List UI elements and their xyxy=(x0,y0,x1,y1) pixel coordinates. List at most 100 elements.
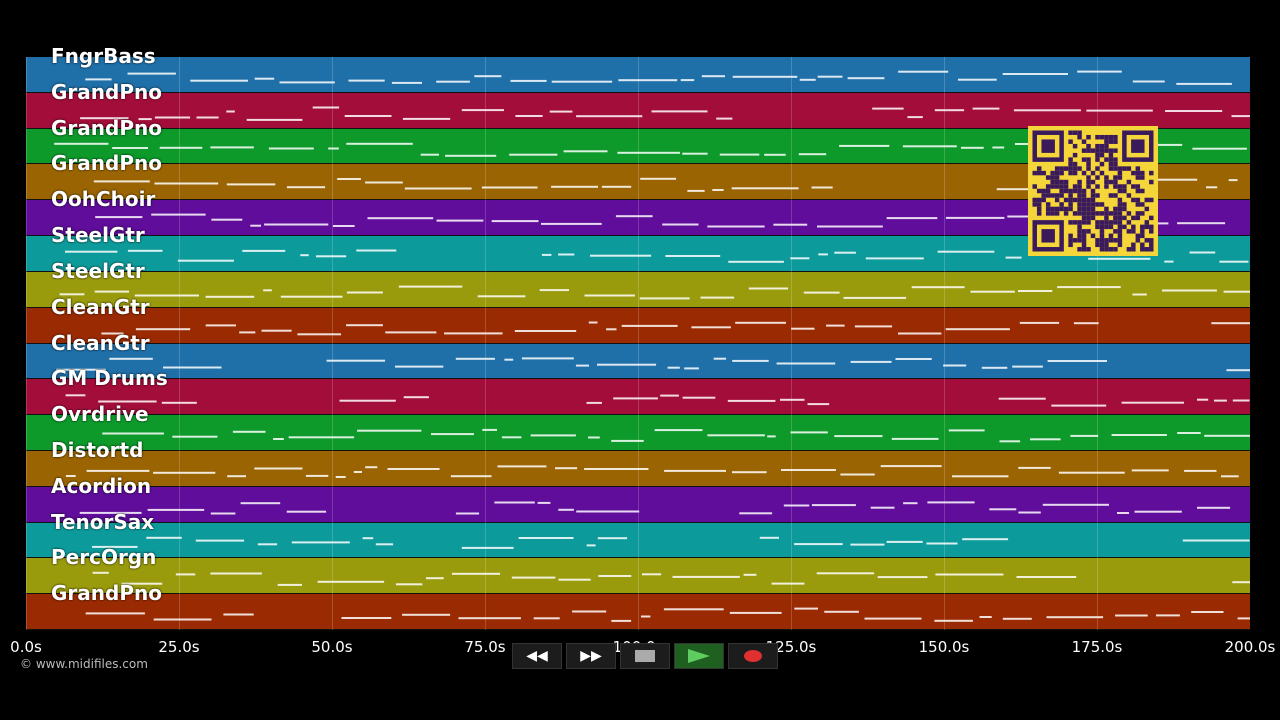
note-mark xyxy=(818,253,828,256)
track-lane[interactable] xyxy=(26,271,1250,308)
note-mark xyxy=(154,116,191,119)
note-mark xyxy=(1232,399,1250,402)
track-lane[interactable] xyxy=(26,92,1250,129)
qr-code xyxy=(1028,126,1158,256)
note-mark xyxy=(232,430,266,433)
note-mark xyxy=(662,223,699,226)
track-lane[interactable] xyxy=(26,343,1250,380)
note-mark xyxy=(1018,466,1051,469)
note-mark xyxy=(518,536,574,539)
note-mark xyxy=(135,327,191,330)
note-mark xyxy=(563,149,608,152)
note-mark xyxy=(771,582,805,585)
tick-label: 125.0s xyxy=(765,638,817,656)
note-mark xyxy=(611,620,632,623)
grid-line xyxy=(1097,57,1098,630)
track-notes xyxy=(92,572,1250,587)
note-mark xyxy=(1211,321,1250,324)
note-mark xyxy=(817,225,883,228)
fast-forward-button[interactable]: ▶▶ xyxy=(566,643,616,669)
note-mark xyxy=(246,118,303,121)
note-mark xyxy=(667,366,680,369)
note-mark xyxy=(558,508,574,511)
note-mark xyxy=(898,70,949,73)
track-label: CleanGtr xyxy=(51,294,150,319)
note-mark xyxy=(707,434,765,437)
note-mark xyxy=(1191,611,1224,614)
note-mark xyxy=(239,331,256,334)
note-mark xyxy=(719,153,760,156)
note-mark xyxy=(886,540,923,543)
tick-label: 175.0s xyxy=(1071,638,1123,656)
note-mark xyxy=(707,225,765,228)
note-mark xyxy=(254,467,303,470)
track-lane[interactable] xyxy=(26,57,1250,93)
note-mark xyxy=(1132,293,1147,296)
note-mark xyxy=(365,466,378,469)
tick-label: 0.0s xyxy=(10,638,42,656)
note-mark xyxy=(597,536,628,539)
note-mark xyxy=(1206,186,1218,189)
track-notes xyxy=(79,501,1231,515)
note-mark xyxy=(92,572,109,575)
note-mark xyxy=(972,107,1000,110)
note-mark xyxy=(1115,614,1148,617)
note-mark xyxy=(356,249,397,252)
note-mark xyxy=(481,186,538,189)
note-mark xyxy=(934,619,973,622)
note-mark xyxy=(344,114,392,117)
note-mark xyxy=(1018,289,1053,292)
grid-line xyxy=(332,57,333,630)
note-mark xyxy=(935,573,1004,576)
note-mark xyxy=(617,151,680,154)
note-mark xyxy=(1005,256,1022,259)
note-mark xyxy=(1058,471,1125,474)
note-mark xyxy=(146,536,182,539)
note-mark xyxy=(767,435,776,438)
track-lane[interactable] xyxy=(26,415,1250,451)
track-label: GrandPno xyxy=(51,115,162,140)
note-mark xyxy=(395,365,444,368)
note-mark xyxy=(1070,435,1099,438)
track-lane[interactable] xyxy=(26,522,1250,559)
track-lane[interactable] xyxy=(26,558,1250,595)
stop-button[interactable] xyxy=(620,643,670,669)
note-mark xyxy=(395,583,423,586)
play-button[interactable] xyxy=(674,643,724,669)
note-mark xyxy=(333,225,355,228)
note-mark xyxy=(1192,147,1247,150)
note-mark xyxy=(989,508,1017,511)
tick-label: 200.0s xyxy=(1224,638,1276,656)
note-mark xyxy=(854,325,893,328)
note-mark xyxy=(1134,510,1182,513)
note-mark xyxy=(279,81,335,84)
note-mark xyxy=(1219,260,1249,263)
track-lane[interactable] xyxy=(26,450,1250,487)
note-mark xyxy=(1042,503,1109,506)
note-mark xyxy=(98,400,157,403)
track-lane[interactable] xyxy=(26,486,1250,523)
rewind-icon: ◀◀ xyxy=(526,648,548,664)
note-mark xyxy=(1182,539,1250,542)
note-mark xyxy=(109,357,153,360)
track-lane[interactable] xyxy=(26,307,1250,344)
note-mark xyxy=(790,431,828,434)
note-mark xyxy=(613,397,658,400)
note-mark xyxy=(348,79,385,82)
note-mark xyxy=(263,289,272,292)
play-icon xyxy=(688,649,710,663)
record-button[interactable] xyxy=(728,643,778,669)
note-mark xyxy=(576,510,640,513)
note-mark xyxy=(85,612,145,615)
track-label: GrandPno xyxy=(51,79,162,104)
note-mark xyxy=(59,293,85,296)
note-mark xyxy=(385,331,437,334)
track-lane[interactable] xyxy=(26,379,1250,416)
note-mark xyxy=(127,72,176,75)
note-mark xyxy=(211,218,243,221)
note-mark xyxy=(1165,109,1223,112)
track-label: GM Drums xyxy=(51,366,168,391)
track-lane[interactable] xyxy=(26,594,1250,630)
note-mark xyxy=(455,512,480,515)
rewind-button[interactable]: ◀◀ xyxy=(512,643,562,669)
